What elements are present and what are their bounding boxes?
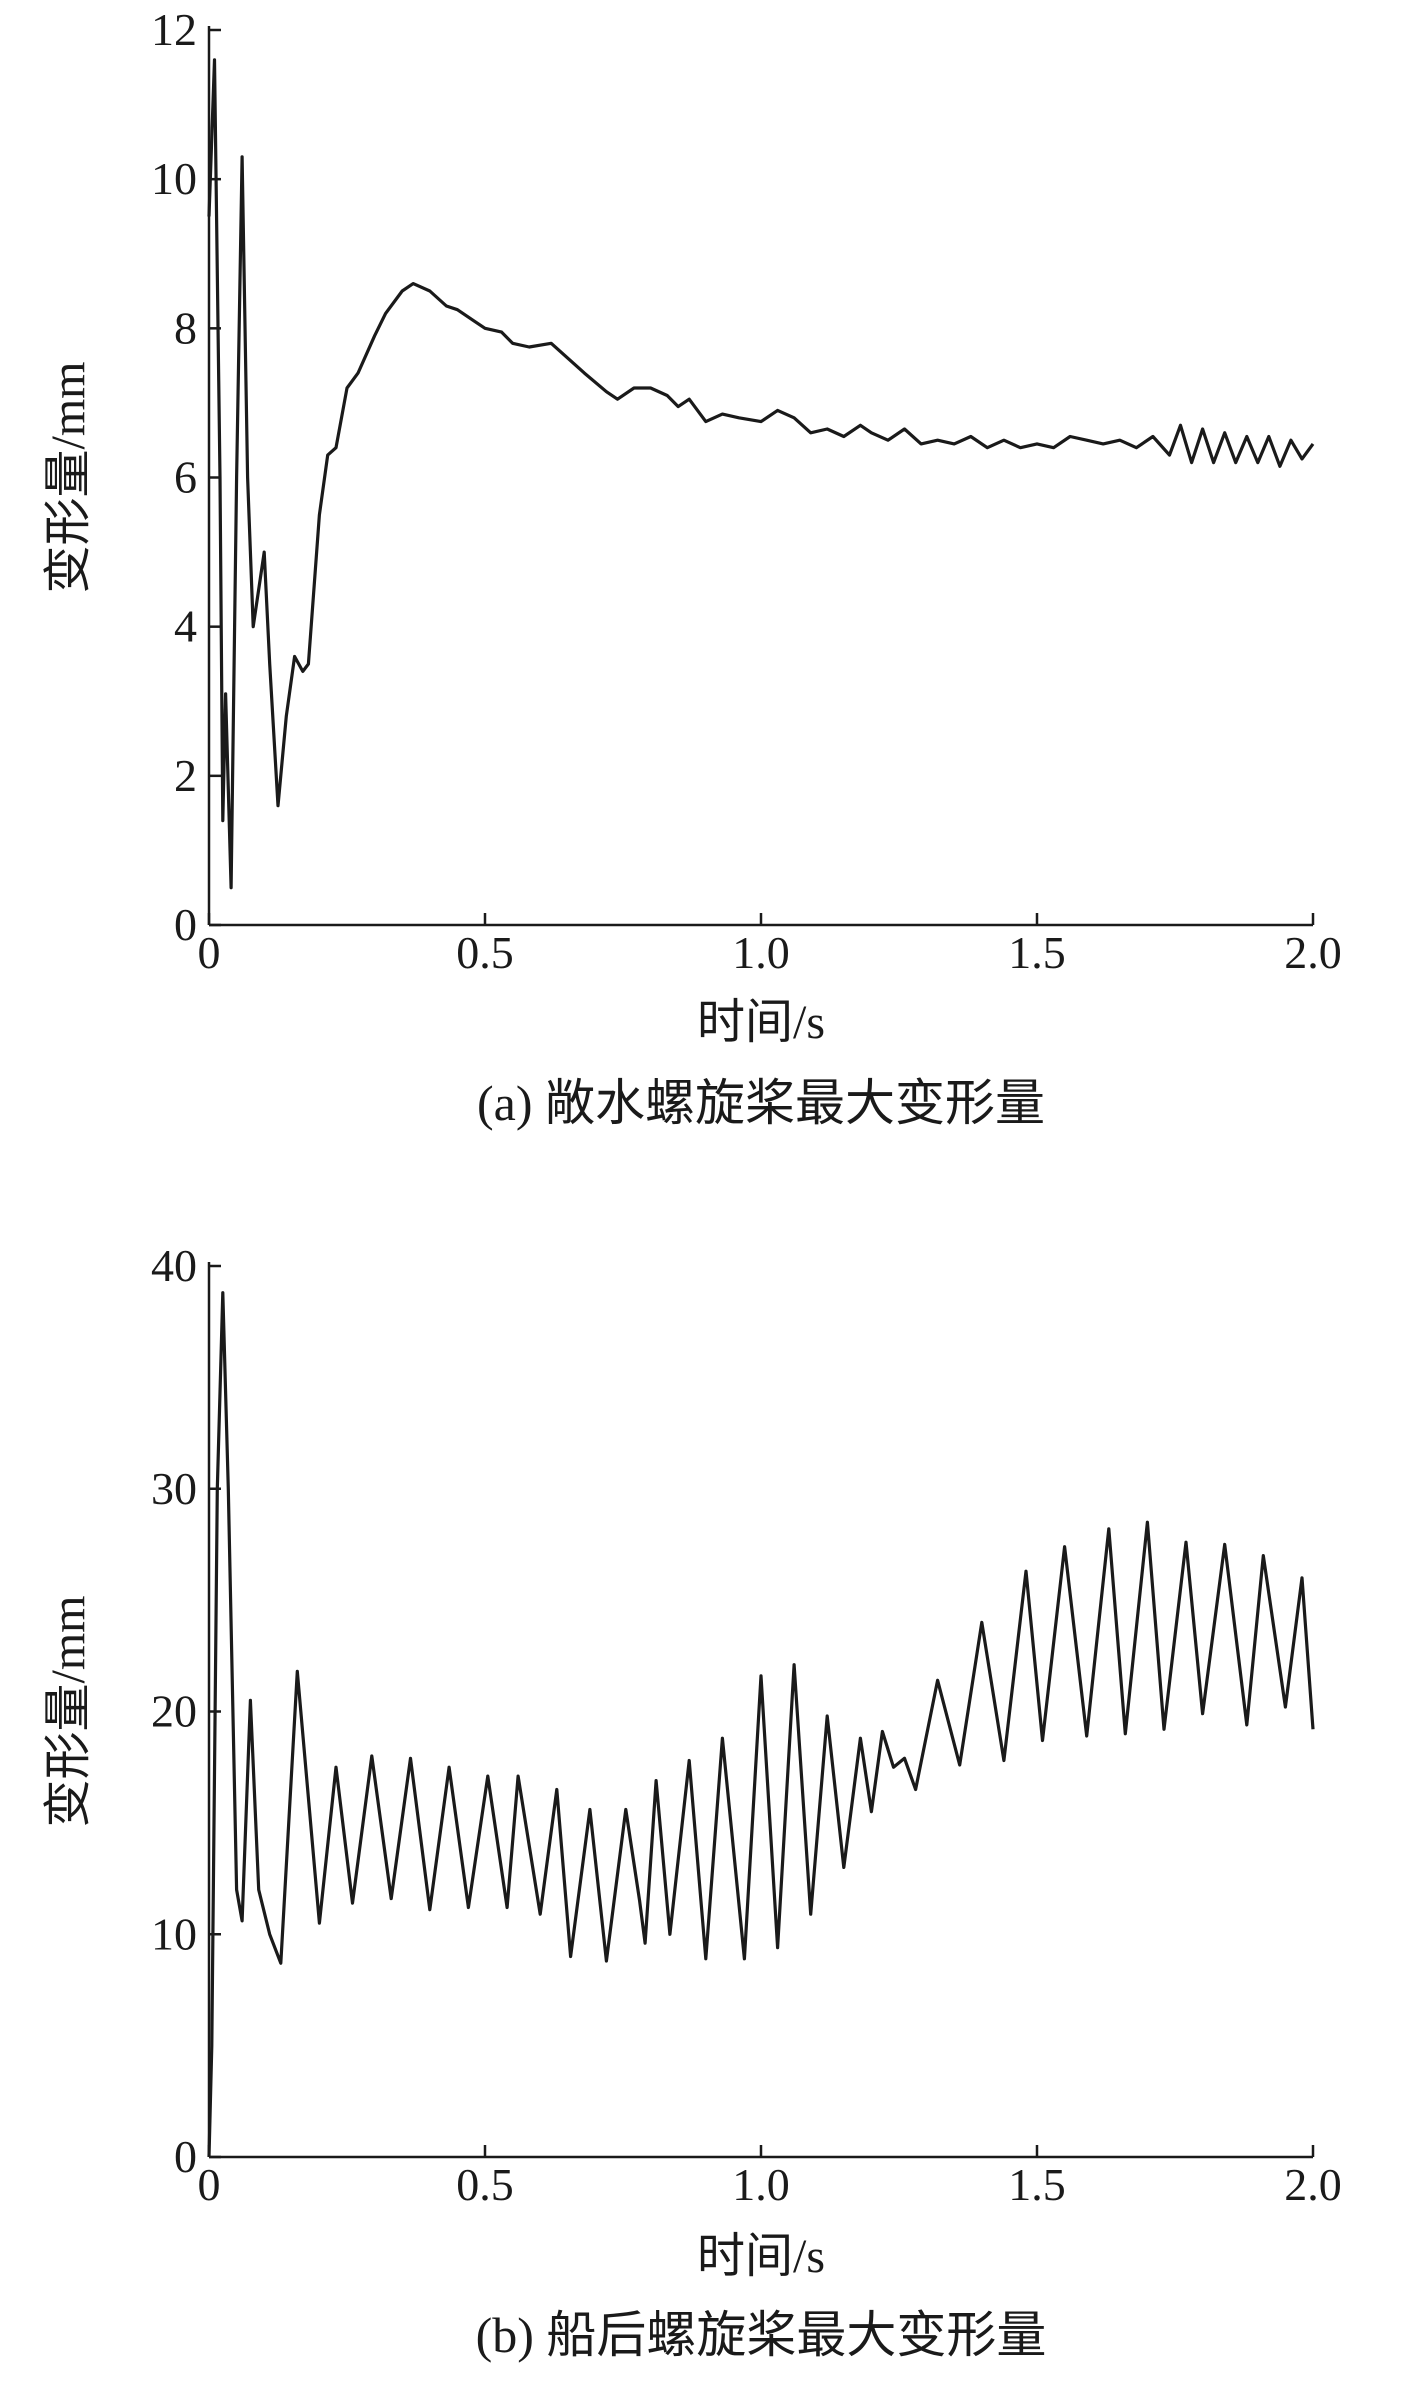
y-tick-label: 12 xyxy=(151,4,197,55)
x-tick-label: 1.5 xyxy=(1008,927,1066,978)
caption: (a) 敞水螺旋桨最大变形量 xyxy=(477,1075,1045,1131)
y-tick-label: 0 xyxy=(174,899,197,950)
caption: (b) 船后螺旋桨最大变形量 xyxy=(476,2307,1047,2363)
x-tick-label: 0 xyxy=(198,2159,221,2210)
x-tick-label: 2.0 xyxy=(1284,2159,1342,2210)
data-line xyxy=(207,1291,1315,2158)
x-axis-label: 时间/s xyxy=(697,2230,825,2283)
x-tick-label: 1.5 xyxy=(1008,2159,1066,2210)
y-tick-label: 4 xyxy=(174,601,197,652)
x-tick-label: 1.0 xyxy=(732,927,790,978)
y-tick-label: 40 xyxy=(151,1240,197,1291)
y-tick-label: 6 xyxy=(174,452,197,503)
y-tick-label: 2 xyxy=(174,750,197,801)
x-axis-label: 时间/s xyxy=(697,996,825,1049)
data-line xyxy=(207,58,1315,890)
x-tick-label: 0.5 xyxy=(456,927,514,978)
y-tick-label: 10 xyxy=(151,153,197,204)
y-tick-label: 0 xyxy=(174,2131,197,2182)
y-tick-label: 10 xyxy=(151,1908,197,1959)
x-tick-label: 0.5 xyxy=(456,2159,514,2210)
x-tick-label: 0 xyxy=(198,927,221,978)
y-tick-label: 20 xyxy=(151,1686,197,1737)
x-tick-label: 1.0 xyxy=(732,2159,790,2210)
y-axis-label: 变形量/mm xyxy=(42,1595,95,1827)
y-axis-label: 变形量/mm xyxy=(42,361,95,593)
y-tick-label: 30 xyxy=(151,1463,197,1514)
y-tick-label: 8 xyxy=(174,302,197,353)
x-tick-label: 2.0 xyxy=(1284,927,1342,978)
